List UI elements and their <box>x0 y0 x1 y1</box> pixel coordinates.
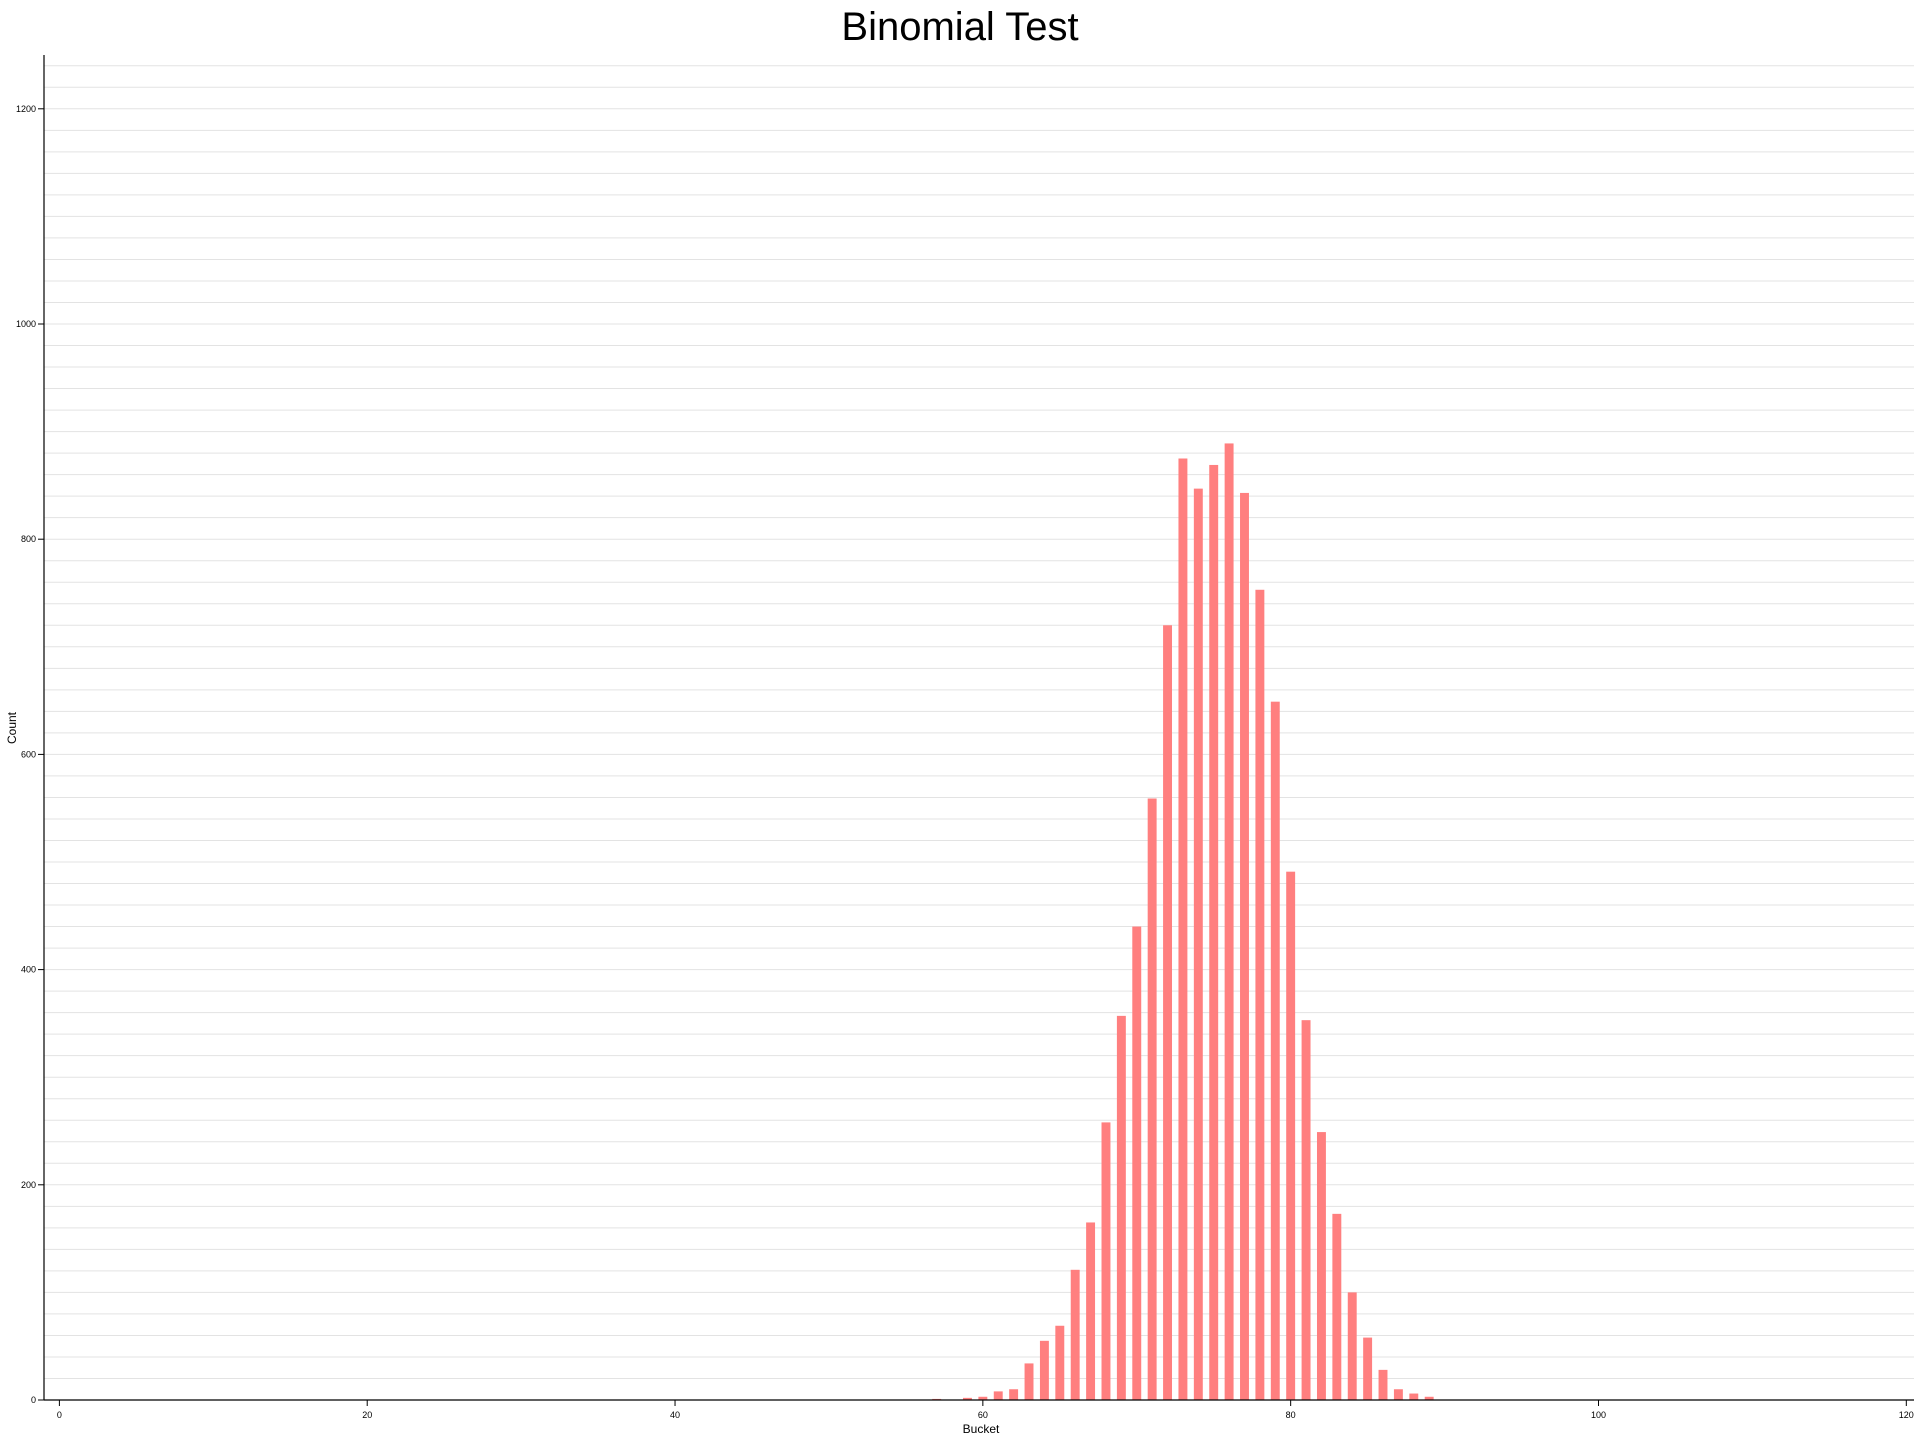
bar <box>1255 589 1265 1400</box>
bar <box>1116 1015 1126 1400</box>
x-tick-label: 60 <box>978 1410 988 1420</box>
bar <box>1055 1325 1065 1400</box>
x-tick-label: 40 <box>670 1410 680 1420</box>
bar <box>1132 926 1142 1400</box>
bars <box>932 443 1434 1400</box>
y-tick-label: 400 <box>21 965 36 975</box>
bar <box>1070 1269 1080 1400</box>
bar <box>1347 1292 1357 1400</box>
bar <box>978 1396 988 1400</box>
gridlines <box>44 65 1914 1379</box>
axes <box>43 55 1914 1401</box>
x-tick-label: 80 <box>1286 1410 1296 1420</box>
bar <box>1178 458 1188 1400</box>
bar <box>1039 1340 1049 1400</box>
y-tick-label: 1200 <box>16 104 36 114</box>
x-ticks: 0 20 40 60 80 100 120 <box>57 1400 1914 1420</box>
bar <box>962 1397 972 1400</box>
x-tick-label: 100 <box>1591 1410 1606 1420</box>
bar <box>1193 488 1203 1400</box>
bar <box>1224 443 1234 1400</box>
bar <box>1409 1393 1419 1400</box>
y-tick-label: 800 <box>21 534 36 544</box>
bar <box>1286 871 1296 1400</box>
bar <box>1270 701 1280 1400</box>
chart-title: Binomial Test <box>841 5 1078 49</box>
bar <box>1332 1213 1342 1400</box>
x-tick-label: 20 <box>362 1410 372 1420</box>
bar <box>1163 625 1173 1400</box>
y-tick-label: 0 <box>31 1395 36 1405</box>
y-ticks: 0 200 400 600 800 1000 1200 <box>16 104 44 1405</box>
bar <box>1086 1222 1096 1400</box>
bar <box>1240 492 1249 1400</box>
y-tick-label: 600 <box>21 749 36 759</box>
bar <box>1147 798 1157 1400</box>
bar <box>1024 1363 1034 1400</box>
x-axis-label: Bucket <box>963 1422 1000 1436</box>
bar <box>993 1391 1003 1400</box>
y-axis-label: Count <box>5 711 19 744</box>
y-tick-label: 1000 <box>16 319 36 329</box>
bar <box>1393 1389 1403 1400</box>
x-tick-label: 120 <box>1899 1410 1914 1420</box>
bar <box>1301 1020 1311 1400</box>
bar <box>1209 464 1219 1400</box>
bar <box>1101 1122 1111 1400</box>
bar <box>1009 1389 1019 1400</box>
bar <box>1378 1369 1388 1400</box>
bar <box>1424 1396 1434 1400</box>
x-tick-label: 0 <box>57 1410 62 1420</box>
bar <box>1363 1337 1373 1400</box>
y-tick-label: 200 <box>21 1180 36 1190</box>
bar <box>1316 1132 1326 1400</box>
